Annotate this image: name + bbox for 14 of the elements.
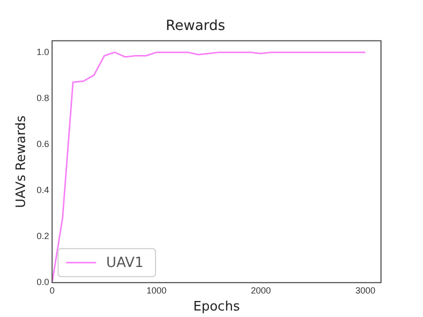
x-tick-label: 0 (50, 285, 55, 296)
y-tick-label: 1.0 (36, 46, 50, 57)
x-tick-label: 1000 (146, 285, 167, 296)
x-tick-label: 2000 (250, 285, 271, 296)
y-tick-label: 0.2 (36, 231, 50, 242)
y-tick-label: 0.8 (36, 92, 50, 103)
legend-label: UAV1 (106, 255, 144, 272)
y-tick-label: 0.0 (36, 277, 50, 288)
y-tick-label: 0.6 (36, 138, 50, 149)
chart-title: Rewards (166, 18, 226, 34)
y-tick-label: 0.4 (36, 184, 50, 195)
x-tick-label: 3000 (355, 285, 376, 296)
y-axis-title: UAVs Rewards (14, 115, 30, 208)
x-axis-title: Epochs (193, 300, 240, 315)
